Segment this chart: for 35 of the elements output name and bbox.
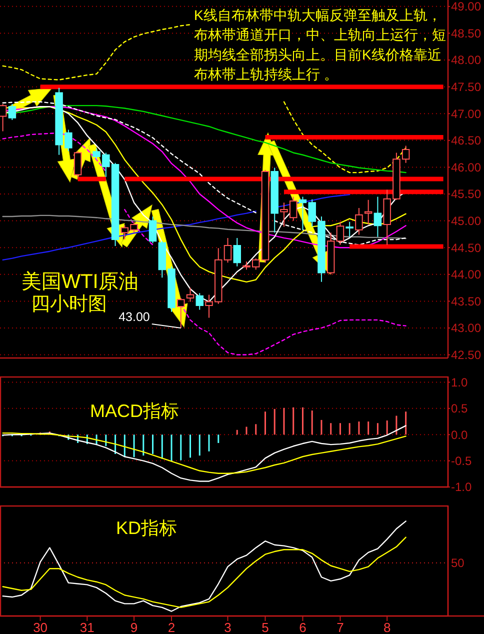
text: 50 <box>451 556 465 570</box>
y-tick-label: 45.50 <box>451 187 482 202</box>
x-tick-label: 30 <box>33 620 48 634</box>
y-tick-label: 48.50 <box>451 26 482 40</box>
x-tick-label: 3 <box>224 620 232 634</box>
text: MACD指标 <box>90 401 179 421</box>
text: 四小时图 <box>31 294 107 315</box>
y-tick-label: 47.00 <box>451 106 482 121</box>
y-tick-label: 45.00 <box>451 214 482 228</box>
y-tick-label: 48.00 <box>451 53 482 68</box>
y-tick-label: 0.0 <box>451 428 468 442</box>
y-tick-label: 0.5 <box>451 402 468 416</box>
y-tick-label: 42.50 <box>451 348 482 362</box>
text: 43.00 <box>118 310 150 324</box>
y-tick-label: 1.0 <box>451 375 468 390</box>
y-tick-label: 46.00 <box>451 160 482 174</box>
y-tick-label: -1.0 <box>451 480 472 494</box>
x-tick-label: 8 <box>383 620 391 634</box>
y-tick-label: 44.50 <box>451 240 482 255</box>
x-tick-label: 31 <box>80 620 94 634</box>
y-tick-label: -0.5 <box>451 454 472 468</box>
x-tick-label: 5 <box>262 620 269 634</box>
y-tick-label: 43.00 <box>451 321 482 336</box>
y-tick-label: 43.50 <box>451 294 482 308</box>
y-tick-label: 44.00 <box>451 268 482 282</box>
annotation: K线自布林带中轨大幅反弹至触及上轨，布林带通道开口，中、上轨向上运行，短期均线全部拐头向上。目前K线价格靠近布林带上轨持续上行 。 <box>194 7 446 82</box>
text: 美国WTI原油 <box>22 270 138 293</box>
x-tick-label: 2 <box>168 620 176 634</box>
y-tick-label: 47.50 <box>451 80 482 94</box>
y-tick-label: 46.50 <box>451 134 482 148</box>
y-tick-label: 49.00 <box>451 0 482 14</box>
chart-title: KD指标 <box>116 518 178 538</box>
x-tick-label: 6 <box>299 620 306 634</box>
x-tick-label: 9 <box>130 620 138 634</box>
x-tick-label: 7 <box>336 620 344 634</box>
